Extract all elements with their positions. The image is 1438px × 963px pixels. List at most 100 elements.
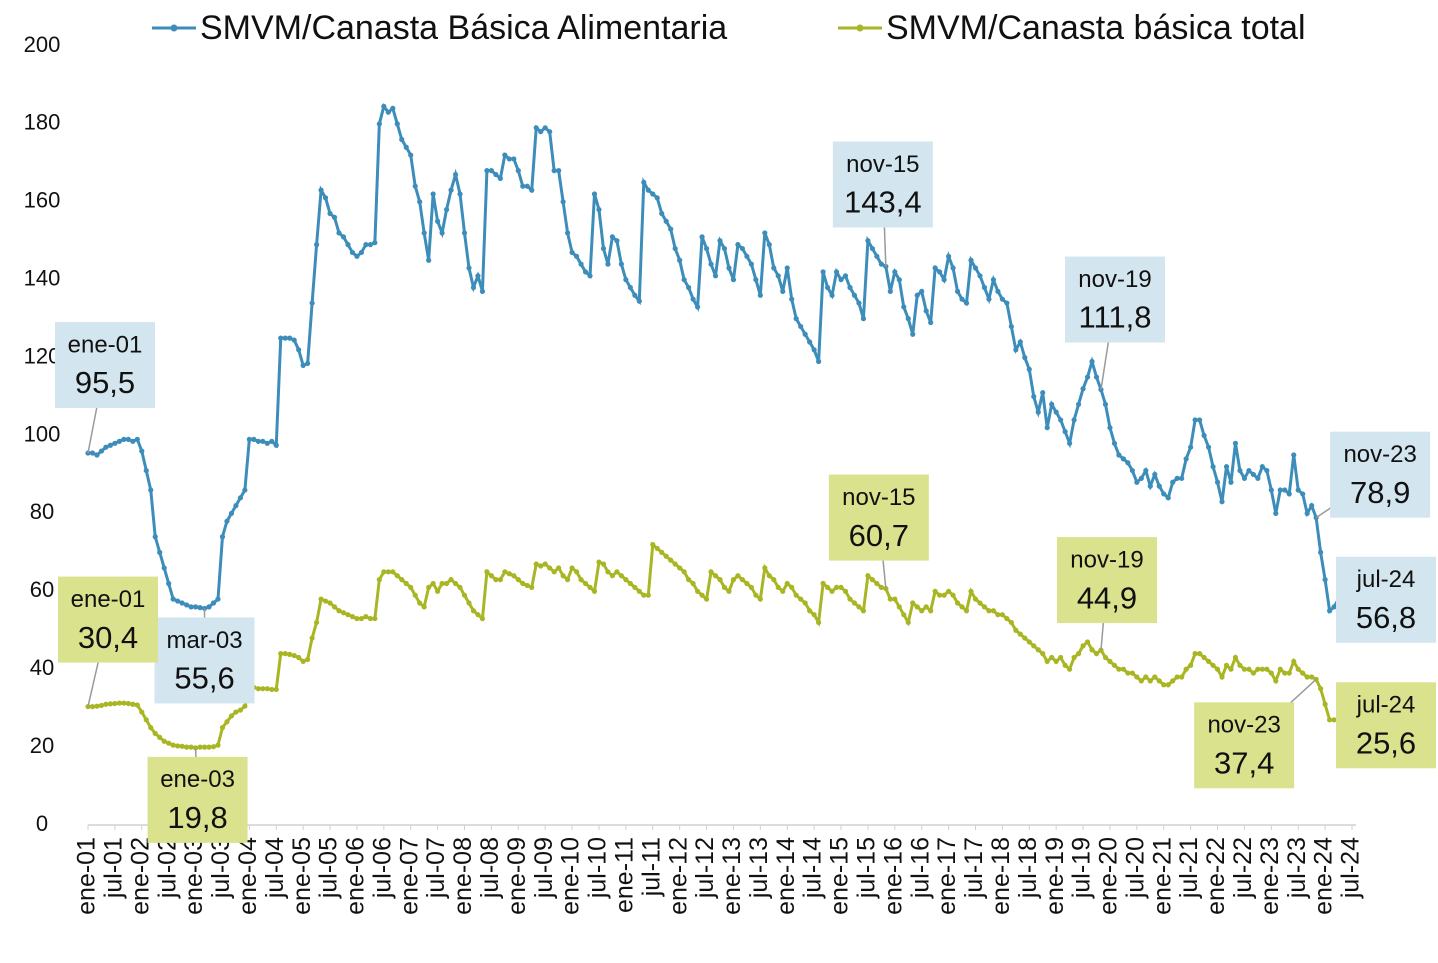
point xyxy=(968,257,974,263)
point xyxy=(1058,417,1064,423)
point xyxy=(860,316,867,322)
annotation-value: 111,8 xyxy=(1079,300,1152,335)
x-tick-label: ene-11 xyxy=(610,837,638,913)
point xyxy=(1093,374,1100,380)
point xyxy=(1111,662,1118,668)
point xyxy=(1067,666,1073,672)
point xyxy=(403,580,409,587)
point xyxy=(950,592,956,598)
point xyxy=(242,487,248,493)
point xyxy=(430,580,436,587)
point xyxy=(488,573,495,579)
point xyxy=(1008,323,1014,330)
point xyxy=(977,273,983,279)
y-tick-label: 20 xyxy=(30,733,54,758)
point xyxy=(591,191,598,197)
annotation-value: 37,4 xyxy=(1214,746,1274,781)
point xyxy=(305,656,311,663)
point xyxy=(408,584,414,591)
point xyxy=(479,288,486,294)
point xyxy=(833,584,840,591)
point xyxy=(977,600,983,606)
point xyxy=(699,234,705,240)
point xyxy=(802,600,808,606)
annotation-date: ene-01 xyxy=(68,331,143,358)
point xyxy=(349,249,356,256)
point xyxy=(1107,425,1113,431)
point xyxy=(363,242,369,248)
point xyxy=(448,577,454,583)
point xyxy=(905,619,911,626)
point xyxy=(493,171,499,178)
point xyxy=(901,612,907,618)
annotation-value: 25,6 xyxy=(1356,725,1416,760)
point xyxy=(421,604,427,610)
legend-label: SMVM/Canasta Básica Alimentaria xyxy=(200,9,727,47)
point xyxy=(632,292,638,298)
point xyxy=(264,440,270,446)
x-tick-label: ene-24 xyxy=(1310,837,1338,915)
point xyxy=(1326,608,1333,614)
point xyxy=(887,288,893,294)
point xyxy=(179,600,185,606)
point xyxy=(385,109,391,115)
point xyxy=(1322,577,1328,583)
series-line xyxy=(88,541,1354,750)
point xyxy=(816,619,822,626)
point xyxy=(739,577,746,583)
point xyxy=(291,337,297,343)
point xyxy=(874,253,880,259)
y-tick-label: 60 xyxy=(30,577,54,602)
y-tick-label: 80 xyxy=(30,499,54,524)
point xyxy=(739,245,746,252)
point xyxy=(327,210,333,217)
point xyxy=(869,577,875,583)
point xyxy=(336,608,342,614)
point xyxy=(1241,475,1248,481)
point xyxy=(246,436,252,442)
point xyxy=(807,339,813,345)
point xyxy=(305,360,311,367)
point xyxy=(125,700,131,707)
x-tick-label: ene-13 xyxy=(718,837,746,915)
x-tick-label: jul-20 xyxy=(1121,837,1149,899)
point xyxy=(775,584,781,591)
point xyxy=(690,296,696,302)
point xyxy=(910,331,916,337)
point xyxy=(166,740,172,746)
point xyxy=(475,273,481,279)
point xyxy=(331,604,338,610)
point xyxy=(793,316,799,322)
point xyxy=(1138,475,1144,481)
annotation-box xyxy=(1194,702,1295,789)
point xyxy=(681,569,687,575)
point xyxy=(358,249,365,256)
point xyxy=(811,347,817,353)
point xyxy=(721,245,728,252)
point xyxy=(1040,390,1046,396)
point xyxy=(1282,487,1288,493)
point xyxy=(538,129,544,135)
point xyxy=(430,191,436,197)
point xyxy=(260,686,266,692)
point xyxy=(829,292,835,298)
point xyxy=(1192,417,1198,423)
x-tick-label: ene-05 xyxy=(288,837,316,915)
point xyxy=(811,612,817,618)
point xyxy=(1017,631,1023,637)
point xyxy=(1058,654,1064,661)
point xyxy=(1259,464,1265,470)
point xyxy=(85,703,91,710)
point xyxy=(726,588,732,594)
series-line xyxy=(88,103,1354,614)
point xyxy=(143,467,149,474)
point xyxy=(121,436,127,442)
x-tick-label: jul-01 xyxy=(100,837,128,899)
x-tick-label: jul-15 xyxy=(853,837,881,899)
point xyxy=(1309,503,1315,509)
point xyxy=(421,230,427,236)
annotation-box xyxy=(154,617,255,704)
point xyxy=(623,277,629,283)
point xyxy=(1075,401,1082,407)
y-tick-label: 100 xyxy=(24,421,61,446)
